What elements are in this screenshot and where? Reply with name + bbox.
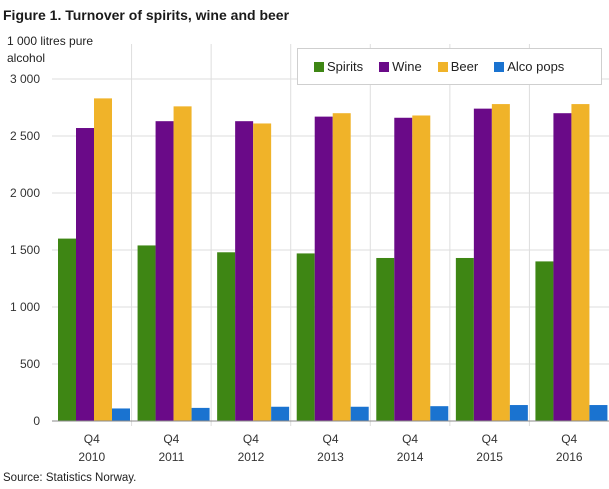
- bar-spirits-q4-2015: [455, 257, 474, 421]
- bar-beer-q4-2016: [571, 104, 590, 421]
- bar-spirits-q4-2011: [137, 245, 156, 421]
- bar-spirits-q4-2016: [535, 261, 554, 421]
- y-tick-label: 1 000: [10, 300, 40, 314]
- bar-alco-pops-q4-2015: [509, 405, 528, 421]
- bar-wine-q4-2014: [394, 117, 413, 421]
- bar-alco-pops-q4-2013: [350, 406, 369, 421]
- bar-spirits-q4-2013: [296, 253, 315, 421]
- y-tick-label: 1 500: [10, 243, 40, 257]
- bar-wine-q4-2010: [76, 128, 94, 421]
- chart-legend: Spirits Wine Beer Alco pops: [297, 48, 602, 85]
- bar-spirits-q4-2010: [58, 238, 76, 421]
- bar-beer-q4-2014: [412, 115, 431, 421]
- bar-wine-q4-2011: [155, 121, 174, 422]
- x-tick-label: Q4 2012: [238, 432, 265, 464]
- legend-label-spirits: Spirits: [327, 59, 364, 74]
- legend-swatch-beer: [437, 61, 448, 72]
- bar-beer-q4-2013: [332, 113, 351, 421]
- legend-label-alco-pops: Alco pops: [507, 59, 565, 74]
- x-tick-label: Q4 2014: [397, 432, 424, 464]
- bar-wine-q4-2016: [553, 113, 572, 421]
- bar-alco-pops-q4-2014: [430, 406, 449, 421]
- y-tick-label: 2 000: [10, 186, 40, 200]
- bar-wine-q4-2015: [473, 108, 492, 421]
- legend-label-wine: Wine: [392, 59, 422, 74]
- x-tick-label: Q4 2011: [158, 432, 184, 464]
- bar-wine-q4-2012: [235, 121, 254, 422]
- legend-item-beer: Beer: [437, 59, 479, 74]
- chart-title: Figure 1. Turnover of spirits, wine and …: [3, 7, 290, 23]
- legend-swatch-alco-pops: [494, 61, 505, 72]
- y-axis-unit-label: 1 000 litres pure alcohol: [7, 34, 94, 65]
- legend-item-alco-pops: Alco pops: [494, 59, 564, 74]
- legend-item-spirits: Spirits: [314, 59, 363, 74]
- x-tick-label: Q4 2013: [317, 432, 344, 464]
- bar-alco-pops-q4-2016: [589, 405, 608, 421]
- legend-item-wine: Wine: [379, 59, 422, 74]
- x-tick-label: Q4 2016: [556, 432, 583, 464]
- bar-alco-pops-q4-2010: [112, 408, 130, 421]
- legend-swatch-wine: [379, 61, 390, 72]
- bar-beer-q4-2011: [173, 106, 192, 422]
- bar-alco-pops-q4-2012: [271, 406, 290, 421]
- bar-spirits-q4-2014: [376, 257, 395, 421]
- bar-beer-q4-2010: [94, 98, 112, 421]
- bar-beer-q4-2012: [253, 123, 272, 422]
- x-tick-label: Q4 2010: [78, 432, 105, 464]
- y-tick-label: 0: [33, 414, 40, 428]
- legend-label-beer: Beer: [450, 59, 479, 74]
- y-tick-label: 2 500: [10, 129, 40, 143]
- bar-beer-q4-2015: [491, 104, 510, 421]
- bar-wine-q4-2013: [314, 116, 333, 422]
- bar-spirits-q4-2012: [217, 252, 236, 421]
- source-note: Source: Statistics Norway.: [3, 472, 137, 484]
- y-tick-label: 500: [20, 357, 40, 371]
- x-tick-label: Q4 2015: [476, 432, 503, 464]
- y-tick-label: 3 000: [10, 72, 40, 86]
- legend-swatch-spirits: [314, 61, 324, 72]
- bar-alco-pops-q4-2011: [191, 407, 210, 421]
